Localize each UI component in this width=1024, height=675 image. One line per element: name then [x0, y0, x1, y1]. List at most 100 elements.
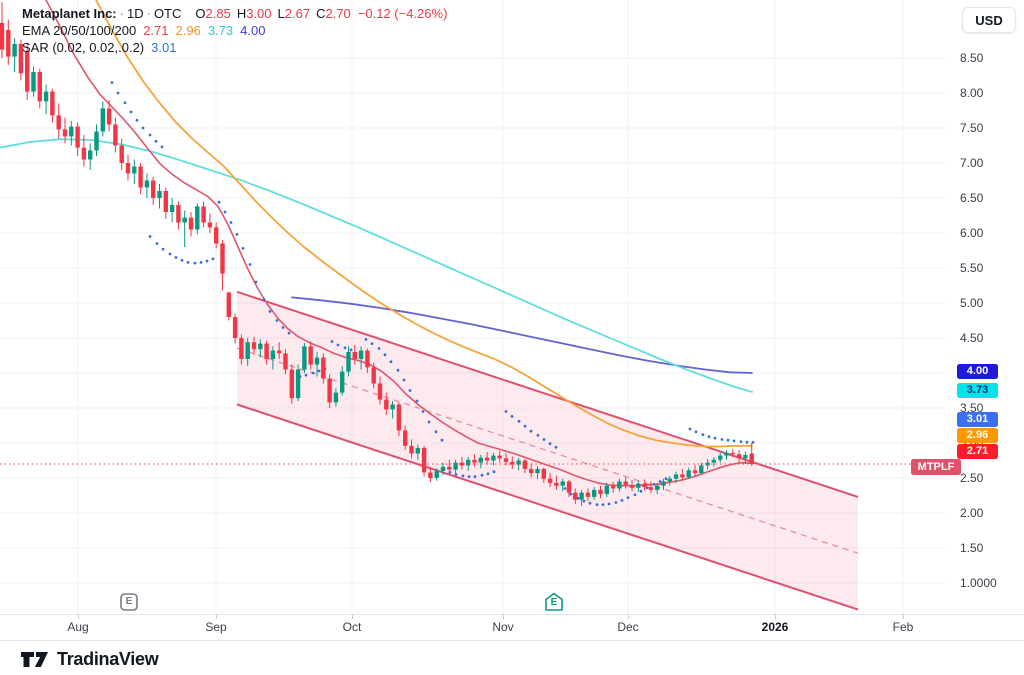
sar-dot — [461, 474, 465, 478]
time-axis-label: 2026 — [761, 620, 789, 634]
candle-body — [226, 292, 231, 317]
sar-dot — [377, 347, 381, 350]
separator-dot: · — [146, 6, 151, 21]
candle-body — [604, 485, 609, 495]
sar-dot — [536, 433, 540, 437]
price-tick-label: 7.00 — [960, 156, 984, 170]
sar-dot — [427, 420, 431, 424]
candle-body — [31, 72, 36, 92]
candle-body — [283, 353, 288, 370]
candle-body — [497, 455, 502, 459]
candle-body — [554, 482, 559, 486]
sar-dot — [421, 410, 425, 413]
high-label: H — [236, 6, 247, 21]
sar-dot — [751, 440, 755, 444]
sar-dot — [694, 430, 698, 434]
sar-dot — [408, 389, 412, 392]
close-value: 2.70 — [325, 6, 351, 21]
price-badge: 2.96 — [957, 427, 998, 443]
sar-dot — [168, 252, 172, 256]
sar-dot — [732, 439, 736, 443]
sar-dot — [614, 501, 618, 504]
sar-dot — [330, 340, 334, 343]
price-tick-label: 6.00 — [960, 226, 984, 240]
sar-dot — [517, 419, 521, 423]
price-axis[interactable]: 8.50 8.00 7.50 7.00 6.50 6.00 5.50 5.00 4.50 4.00… — [948, 0, 1024, 615]
candle-body — [592, 489, 597, 497]
candle-body — [585, 492, 591, 497]
symbol-legend-row[interactable]: Metaplanet Inc: · 1D · OTC O2.85 H3.00 L2.67 C2.… — [22, 5, 447, 22]
interval-label[interactable]: 1D — [126, 6, 144, 21]
sar-dot — [504, 410, 508, 413]
sar-dot — [364, 338, 368, 341]
candle-body — [478, 457, 483, 463]
time-tick — [352, 615, 353, 619]
candle-body — [239, 338, 244, 359]
sar-dot — [129, 110, 133, 114]
sar-dot — [248, 263, 252, 266]
sar-dot — [739, 440, 743, 443]
candle-body — [610, 485, 616, 489]
earnings-badge-square[interactable]: E — [119, 592, 139, 612]
candle-body — [629, 485, 635, 488]
price-badge: 3.73 — [957, 382, 998, 398]
earnings-letter: E — [125, 595, 133, 607]
candle-body — [321, 357, 326, 379]
sar-dot — [123, 101, 127, 105]
ema-line — [291, 296, 753, 374]
channel-bottom-line — [236, 403, 859, 611]
channel-fill — [237, 291, 858, 610]
sar-legend-row[interactable]: SAR (0.02, 0.02,.0.2) 3.01 — [22, 39, 447, 56]
sar-dot — [396, 368, 400, 372]
sar-dot — [281, 326, 285, 329]
candle-body — [447, 466, 452, 470]
candle-body — [535, 468, 540, 474]
candle-body — [220, 243, 225, 274]
candle-body — [119, 145, 124, 163]
time-axis-label: Dec — [617, 620, 639, 634]
sar-dot — [349, 348, 353, 352]
candle-body — [302, 346, 307, 370]
earnings-badge-pentagon[interactable]: E — [544, 592, 564, 612]
candle-body — [251, 342, 257, 350]
sar-dot — [311, 371, 315, 375]
candle-body — [736, 454, 742, 459]
sar-dot — [186, 261, 190, 264]
time-axis[interactable]: Aug Sep Oct Nov Dec 2026 Feb — [0, 615, 1024, 640]
sar-dot — [607, 502, 611, 506]
candle-body — [333, 392, 339, 403]
candle-body — [459, 462, 465, 466]
ema-legend-row[interactable]: EMA 20/50/100/200 2.71 2.96 3.73 4.00 — [22, 22, 447, 39]
sar-dot — [582, 499, 586, 503]
sar-dot — [116, 91, 120, 95]
sar-dot — [639, 489, 643, 493]
candle-body — [100, 108, 105, 132]
price-badge: 4.00 — [957, 363, 998, 379]
tradingview-logo[interactable]: TradinaView — [20, 648, 159, 670]
time-tick — [775, 615, 776, 619]
sar-dot — [180, 258, 184, 262]
candle-body — [415, 447, 420, 454]
candle-body — [472, 459, 477, 463]
candle-body — [617, 481, 622, 489]
logo-wordmark: TradinaView — [57, 648, 159, 669]
footer-separator — [0, 640, 1024, 641]
candle-body — [692, 470, 698, 474]
sar-dot — [235, 233, 239, 236]
sar-dot — [713, 436, 717, 440]
sar-dot — [486, 472, 490, 476]
candle-body — [138, 166, 143, 188]
sar-dot — [275, 319, 279, 322]
sar-dot — [174, 256, 178, 259]
sar-dot — [548, 442, 552, 446]
candle-body — [125, 163, 131, 174]
ema50-value: 2.96 — [175, 23, 201, 38]
sar-dot — [317, 369, 321, 373]
candle-body — [730, 452, 735, 455]
price-tick-label: 8.00 — [960, 86, 984, 100]
candle-body — [144, 180, 150, 188]
currency-usd-button[interactable]: USD — [962, 7, 1016, 33]
price-tick-label: 5.50 — [960, 261, 984, 275]
